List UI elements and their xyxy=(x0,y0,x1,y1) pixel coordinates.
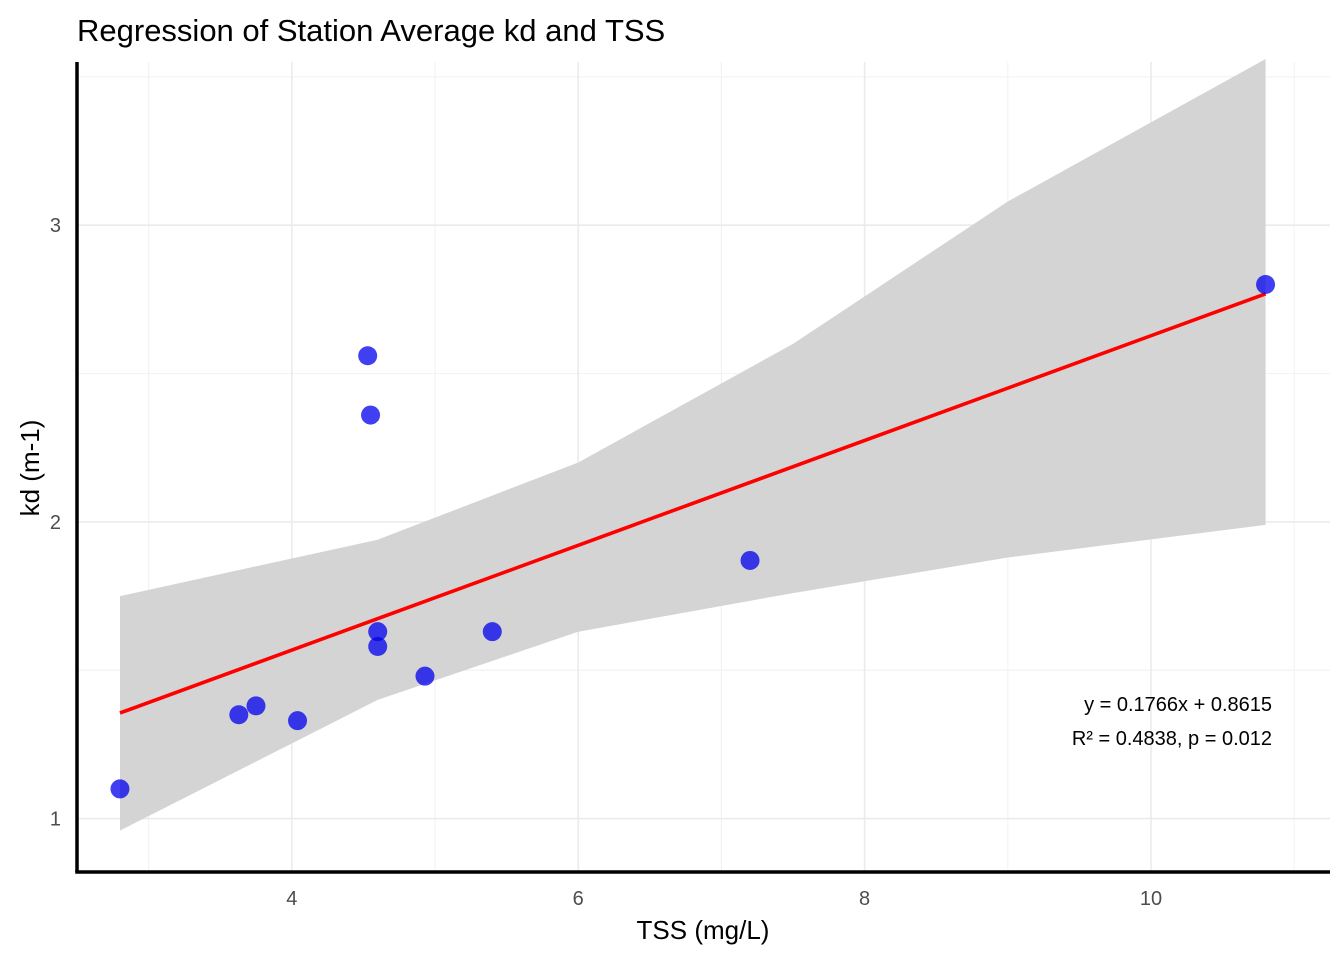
data-point xyxy=(246,696,266,716)
data-point xyxy=(368,622,388,642)
confidence-band xyxy=(120,59,1266,831)
x-tick-label: 6 xyxy=(573,888,584,910)
y-tick-label: 1 xyxy=(50,809,61,831)
y-axis-label: kd (m-1) xyxy=(15,420,45,517)
data-point xyxy=(229,705,249,725)
data-point xyxy=(361,405,381,425)
y-tick-label: 2 xyxy=(50,512,61,534)
chart-title: Regression of Station Average kd and TSS xyxy=(77,13,665,48)
data-point xyxy=(415,666,435,686)
regression-line xyxy=(119,292,1267,715)
x-tick-label: 10 xyxy=(1140,888,1162,910)
x-axis-label: TSS (mg/L) xyxy=(637,915,770,945)
data-point xyxy=(740,550,760,570)
y-tick-label: 3 xyxy=(50,215,61,237)
data-point xyxy=(482,622,502,642)
y-axis-ticks: 1 2 3 xyxy=(50,215,61,830)
data-points xyxy=(110,275,1276,799)
data-point xyxy=(288,711,308,731)
regression-equation: y = 0.1766x + 0.8615 xyxy=(1084,694,1272,716)
x-axis-ticks: 4 6 8 10 xyxy=(286,888,1162,910)
x-tick-label: 8 xyxy=(859,888,870,910)
data-point xyxy=(110,779,130,799)
regression-stats: R² = 0.4838, p = 0.012 xyxy=(1072,728,1272,750)
x-tick-label: 4 xyxy=(286,888,297,910)
data-point xyxy=(1256,275,1276,295)
data-point xyxy=(358,346,378,366)
data-point xyxy=(368,637,388,657)
